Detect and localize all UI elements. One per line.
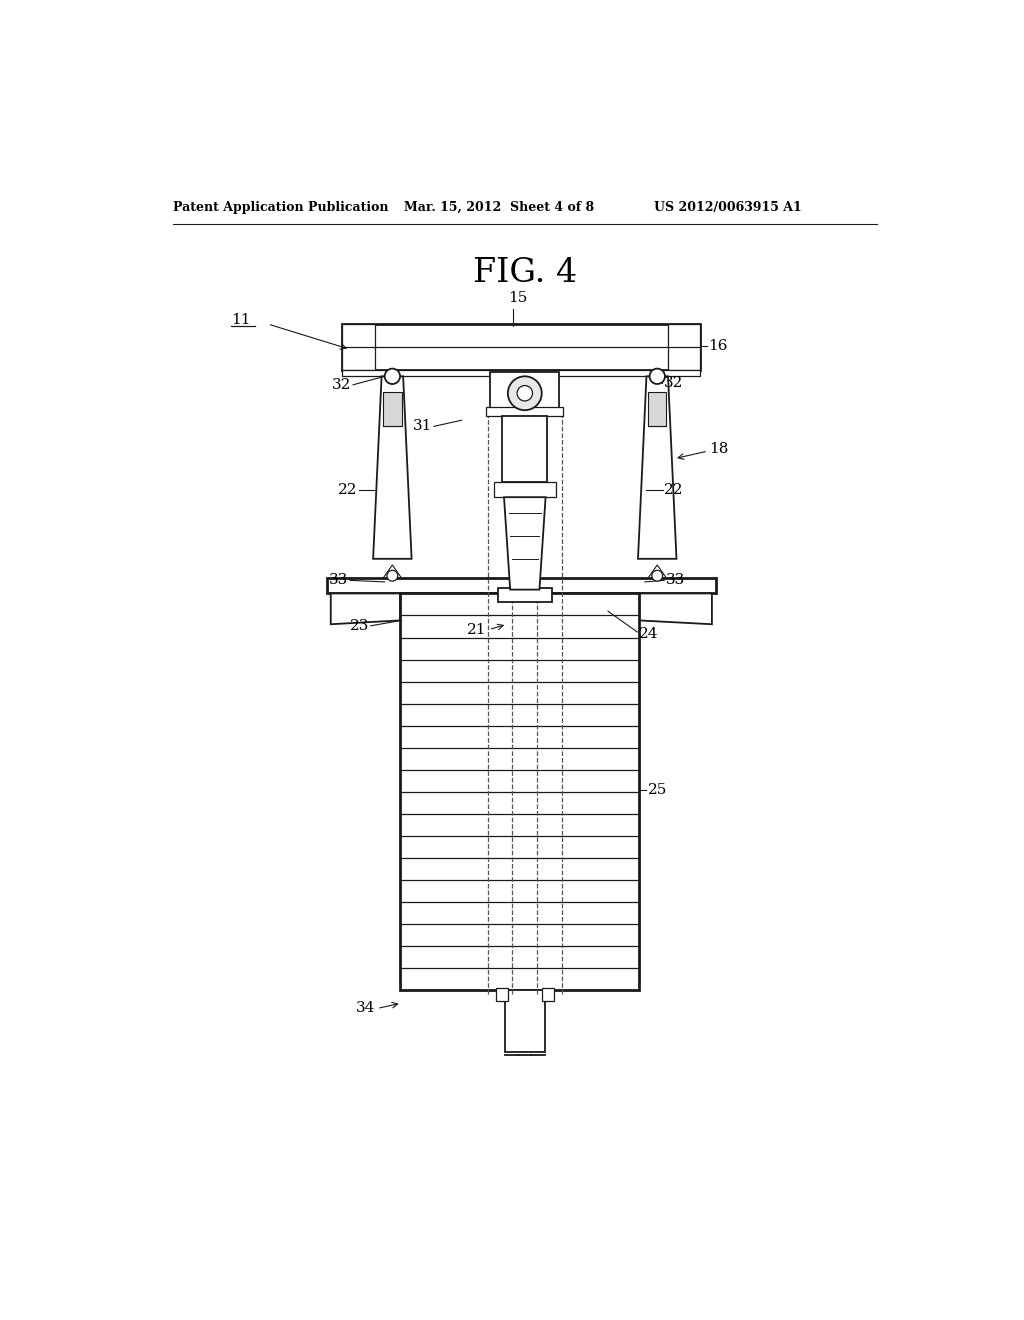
Polygon shape xyxy=(646,565,668,581)
Bar xyxy=(503,416,547,482)
Bar xyxy=(542,989,554,1001)
Bar xyxy=(486,407,563,416)
Bar xyxy=(342,323,375,370)
Text: 15: 15 xyxy=(508,290,527,305)
Text: Patent Application Publication: Patent Application Publication xyxy=(173,201,388,214)
Text: 18: 18 xyxy=(710,442,729,457)
Text: 22: 22 xyxy=(338,483,357,496)
Bar xyxy=(327,578,716,594)
Text: 23: 23 xyxy=(350,619,370,632)
Bar xyxy=(505,990,545,1052)
Polygon shape xyxy=(331,594,400,624)
Text: 16: 16 xyxy=(708,338,728,352)
Text: 33: 33 xyxy=(666,573,685,587)
Bar xyxy=(668,323,700,370)
Circle shape xyxy=(649,368,665,384)
Bar xyxy=(490,372,559,412)
Bar xyxy=(342,370,700,376)
Text: 33: 33 xyxy=(330,573,348,587)
Circle shape xyxy=(508,376,542,411)
Bar xyxy=(648,392,667,426)
Circle shape xyxy=(517,385,532,401)
Bar xyxy=(342,323,700,370)
Circle shape xyxy=(652,570,663,581)
Text: Mar. 15, 2012  Sheet 4 of 8: Mar. 15, 2012 Sheet 4 of 8 xyxy=(403,201,594,214)
Polygon shape xyxy=(373,376,412,558)
Text: 31: 31 xyxy=(413,420,432,433)
Text: 22: 22 xyxy=(665,483,684,496)
Bar xyxy=(494,482,556,498)
Bar xyxy=(496,989,508,1001)
Text: 34: 34 xyxy=(356,1002,376,1015)
Text: 24: 24 xyxy=(639,627,658,642)
Circle shape xyxy=(387,570,397,581)
Circle shape xyxy=(385,368,400,384)
Bar xyxy=(498,589,552,602)
Text: 25: 25 xyxy=(648,783,668,797)
Polygon shape xyxy=(639,594,712,624)
Bar xyxy=(383,392,401,426)
Polygon shape xyxy=(504,498,546,590)
Text: 11: 11 xyxy=(230,313,250,327)
Polygon shape xyxy=(638,376,677,558)
Text: US 2012/0063915 A1: US 2012/0063915 A1 xyxy=(654,201,802,214)
Bar xyxy=(400,594,639,990)
Text: 21: 21 xyxy=(467,623,486,636)
Bar xyxy=(503,590,547,594)
Text: 32: 32 xyxy=(332,378,351,392)
Text: 32: 32 xyxy=(665,376,684,391)
Polygon shape xyxy=(382,565,403,581)
Text: FIG. 4: FIG. 4 xyxy=(473,257,577,289)
